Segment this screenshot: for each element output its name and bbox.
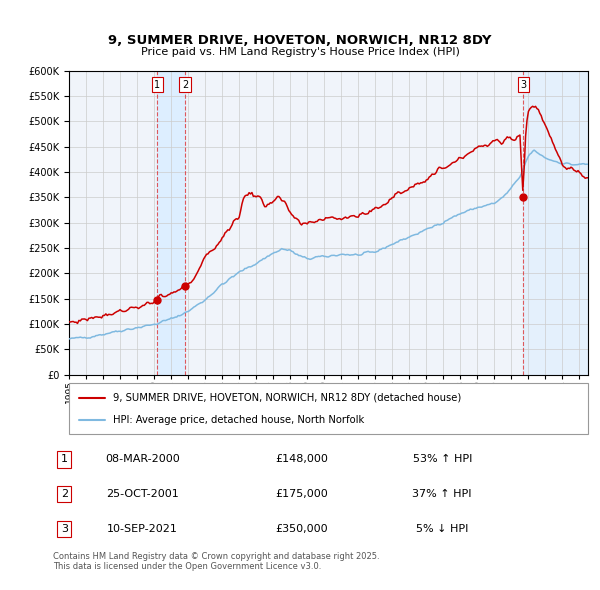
Bar bbox=[523, 71, 588, 375]
Text: 9, SUMMER DRIVE, HOVETON, NORWICH, NR12 8DY (detached house): 9, SUMMER DRIVE, HOVETON, NORWICH, NR12 … bbox=[113, 392, 461, 402]
Text: £148,000: £148,000 bbox=[275, 454, 328, 464]
Text: 1: 1 bbox=[154, 80, 160, 90]
Text: 9, SUMMER DRIVE, HOVETON, NORWICH, NR12 8DY: 9, SUMMER DRIVE, HOVETON, NORWICH, NR12 … bbox=[108, 34, 492, 47]
Text: £350,000: £350,000 bbox=[275, 524, 328, 534]
Text: £175,000: £175,000 bbox=[275, 489, 328, 499]
Text: 3: 3 bbox=[61, 524, 68, 534]
Text: 53% ↑ HPI: 53% ↑ HPI bbox=[413, 454, 472, 464]
Bar bbox=[157, 71, 185, 375]
FancyBboxPatch shape bbox=[69, 384, 588, 434]
Text: HPI: Average price, detached house, North Norfolk: HPI: Average price, detached house, Nort… bbox=[113, 415, 364, 425]
Text: 3: 3 bbox=[520, 80, 526, 90]
Text: 2: 2 bbox=[182, 80, 188, 90]
Text: 1: 1 bbox=[61, 454, 68, 464]
Text: 2: 2 bbox=[61, 489, 68, 499]
Text: 10-SEP-2021: 10-SEP-2021 bbox=[107, 524, 178, 534]
Text: 5% ↓ HPI: 5% ↓ HPI bbox=[416, 524, 469, 534]
Text: 25-OCT-2001: 25-OCT-2001 bbox=[106, 489, 179, 499]
Text: Price paid vs. HM Land Registry's House Price Index (HPI): Price paid vs. HM Land Registry's House … bbox=[140, 47, 460, 57]
Text: 37% ↑ HPI: 37% ↑ HPI bbox=[412, 489, 472, 499]
Text: Contains HM Land Registry data © Crown copyright and database right 2025.
This d: Contains HM Land Registry data © Crown c… bbox=[53, 552, 380, 571]
Text: 08-MAR-2000: 08-MAR-2000 bbox=[105, 454, 180, 464]
